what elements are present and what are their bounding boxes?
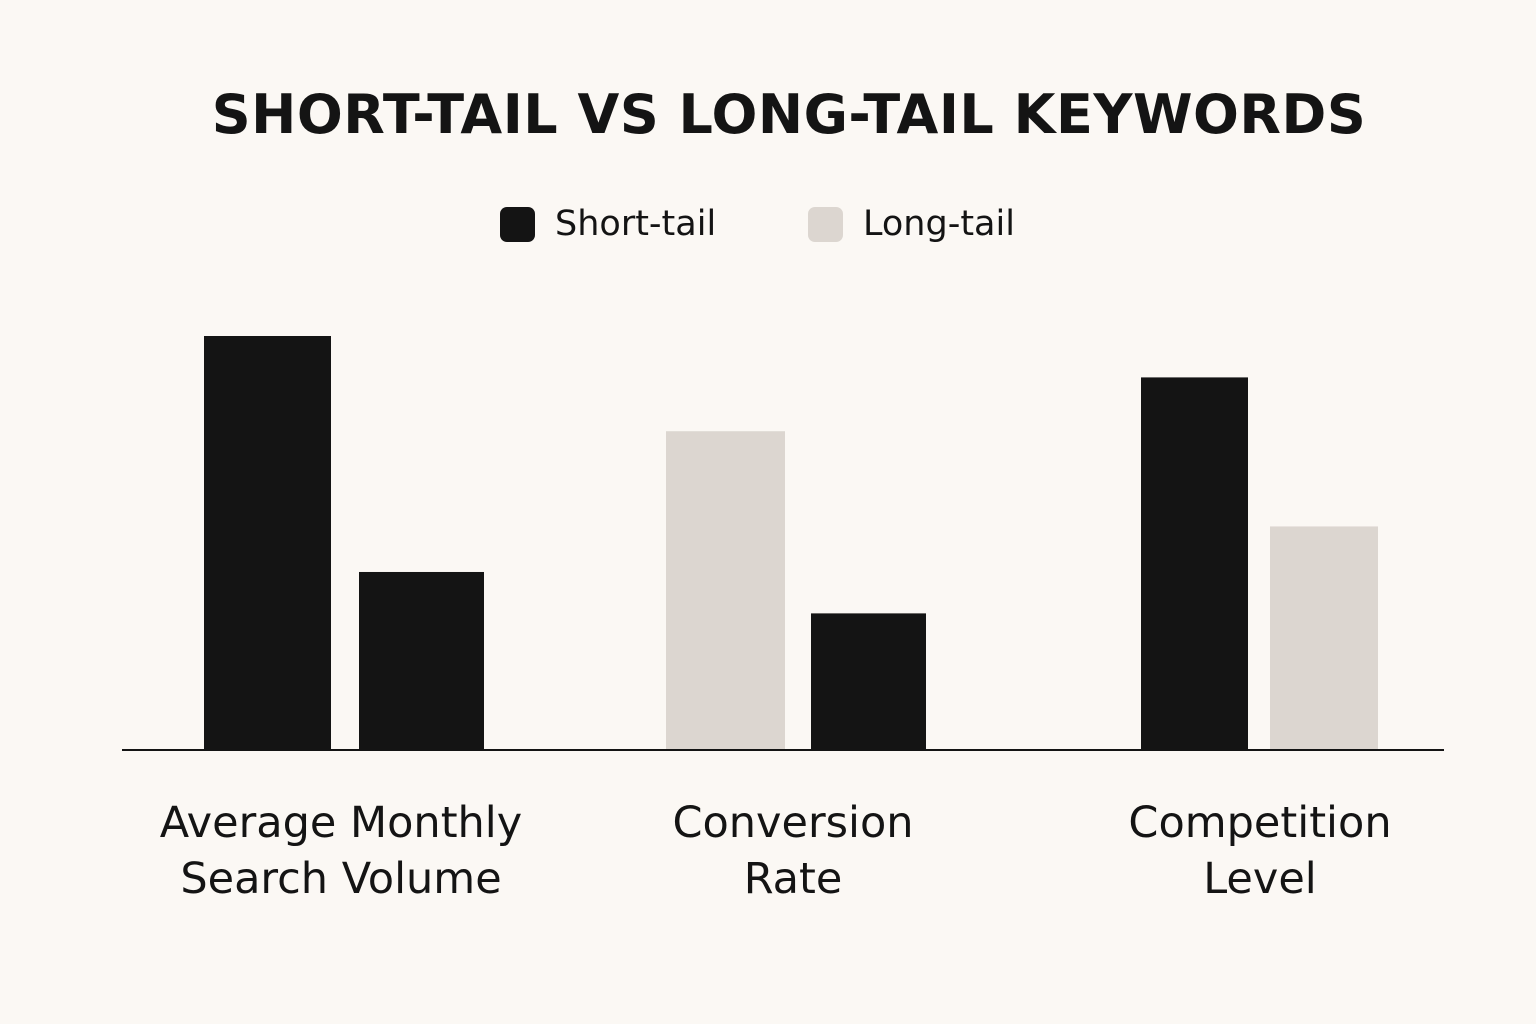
chart-title: SHORT-TAIL VS LONG-TAIL KEYWORDS (211, 83, 1367, 146)
bar-conversion-rate-1 (666, 431, 785, 750)
legend-label-short-tail: Short-tail (555, 204, 717, 244)
category-label-competition-level: Competition Level (1050, 795, 1470, 907)
bar-search-volume-1 (204, 336, 331, 750)
legend-swatch-long-tail (808, 206, 843, 242)
bar-competition-level-1 (1141, 377, 1248, 750)
legend-item-short-tail: Short-tail (500, 200, 716, 248)
legend-item-long-tail: Long-tail (808, 200, 1015, 248)
legend-swatch-short-tail (500, 206, 535, 242)
category-label-line: Rate (743, 854, 843, 904)
category-label-line: Average Monthly (159, 798, 523, 848)
category-label-line: Conversion (672, 798, 914, 848)
category-label-line: Competition (1128, 798, 1392, 848)
bar-conversion-rate-2 (811, 613, 926, 750)
bar-competition-level-2 (1270, 526, 1378, 750)
category-label-conversion-rate: Conversion Rate (583, 795, 1003, 907)
bars-layer (204, 336, 1378, 750)
category-label-search-volume: Average Monthly Search Volume (131, 795, 551, 907)
bar-search-volume-2 (359, 571, 484, 750)
legend-label-long-tail: Long-tail (863, 204, 1015, 244)
chart-legend: Short-tail Long-tail (0, 200, 1536, 248)
category-label-line: Level (1203, 854, 1317, 904)
category-label-line: Search Volume (180, 854, 502, 904)
